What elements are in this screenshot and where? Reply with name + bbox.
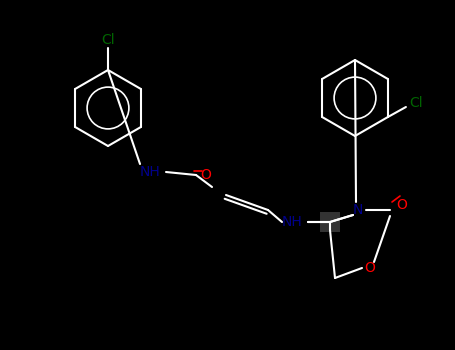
- Text: N: N: [353, 203, 363, 217]
- Text: O: O: [364, 261, 375, 275]
- Text: O: O: [201, 168, 212, 182]
- Text: NH: NH: [282, 215, 303, 229]
- Text: Cl: Cl: [409, 96, 423, 110]
- Text: Cl: Cl: [101, 33, 115, 47]
- Text: NH: NH: [140, 165, 160, 179]
- Text: O: O: [397, 198, 407, 212]
- FancyBboxPatch shape: [320, 212, 340, 232]
